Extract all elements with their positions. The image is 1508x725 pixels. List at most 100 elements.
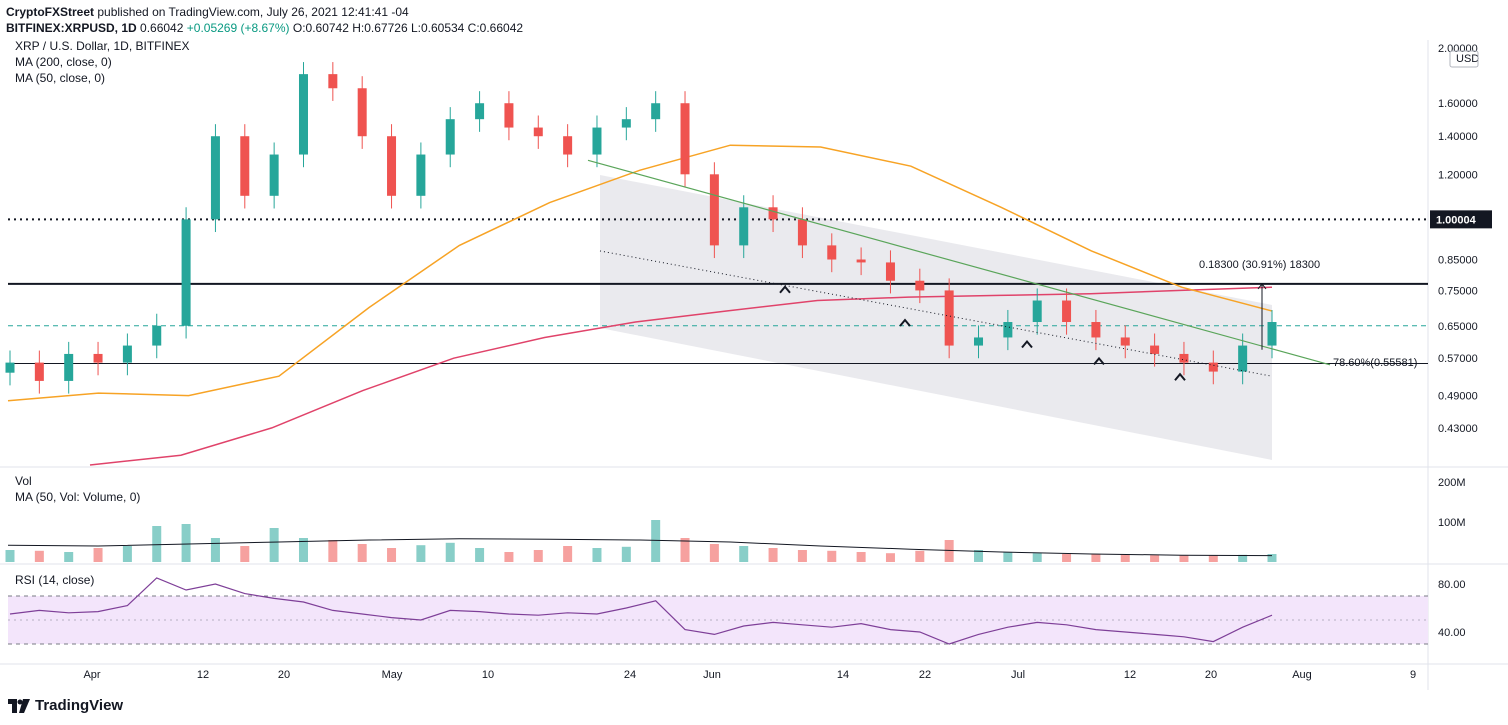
- candle-body: [445, 119, 455, 155]
- candle-body: [1238, 345, 1248, 372]
- candle-body: [856, 259, 866, 263]
- volume-bar: [445, 542, 455, 562]
- rsi-tick-label: 40.00: [1438, 627, 1466, 639]
- candle-body: [475, 103, 485, 120]
- volume-bar: [1032, 553, 1042, 562]
- chart-header: CryptoFXStreet published on TradingView.…: [6, 4, 523, 36]
- y-tick-label: 0.65000: [1438, 321, 1478, 333]
- caret-marker: [1093, 356, 1105, 366]
- candle-body: [709, 174, 719, 246]
- volume-bar: [328, 540, 338, 562]
- candle-body: [739, 207, 749, 246]
- candle-body: [974, 337, 984, 346]
- caret-marker: [899, 318, 911, 327]
- candle-body: [944, 290, 954, 346]
- symbol-label: BITFINEX:XRPUSD, 1D: [6, 21, 137, 35]
- candle-body: [1062, 300, 1072, 323]
- candle-body: [797, 219, 807, 246]
- volume-bar: [152, 526, 162, 562]
- candle-body: [915, 280, 925, 291]
- volume-bar: [592, 548, 602, 562]
- caret-marker: [1174, 372, 1186, 381]
- candle-body: [357, 88, 367, 137]
- candle-body: [93, 353, 103, 363]
- y-tick-label: 1.20000: [1438, 169, 1478, 181]
- x-tick-label: Jul: [1011, 669, 1025, 681]
- candle-body: [240, 136, 250, 196]
- candle-body: [152, 325, 162, 346]
- volume-bar: [504, 552, 514, 562]
- candle-body: [5, 362, 15, 373]
- candle-body: [328, 74, 338, 89]
- x-tick-label: 9: [1410, 669, 1416, 681]
- ma50-legend[interactable]: MA (50, close, 0): [15, 71, 106, 85]
- volume-bar: [269, 528, 279, 562]
- main-title: XRP / U.S. Dollar, 1D, BITFINEX: [15, 39, 190, 53]
- rsi-title[interactable]: RSI (14, close): [15, 573, 95, 587]
- tradingview-logo[interactable]: TradingView: [8, 697, 123, 714]
- volume-bar: [1003, 552, 1013, 562]
- volume-bar: [533, 550, 543, 562]
- volume-bar: [827, 550, 837, 562]
- volume-bar: [1267, 554, 1277, 562]
- volume-bar: [64, 552, 74, 562]
- candle-body: [1150, 345, 1160, 354]
- volume-bar: [944, 540, 954, 562]
- volume-bar: [93, 548, 103, 562]
- price-tag-label: 1.00004: [1436, 214, 1477, 226]
- candle-body: [768, 207, 778, 220]
- caret-marker: [1021, 339, 1033, 349]
- rsi-legend: RSI (14, close): [15, 572, 94, 588]
- rsi-line: [9, 577, 1273, 645]
- candle-body: [387, 136, 397, 196]
- candle-body: [1179, 353, 1189, 363]
- y-tick-label: 2.00000: [1438, 43, 1478, 55]
- rsi-pane[interactable]: [8, 577, 1428, 645]
- ma200-legend[interactable]: MA (200, close, 0): [15, 55, 112, 69]
- ohlc-values: O:0.60742 H:0.67726 L:0.60534 C:0.66042: [292, 21, 524, 35]
- candle-body: [504, 103, 514, 128]
- x-tick-label: 10: [482, 669, 494, 681]
- measure-arrow-head: [1257, 283, 1267, 290]
- volume-bar: [181, 524, 191, 562]
- author-name[interactable]: CryptoFXStreet: [6, 5, 95, 19]
- candle-body: [1091, 322, 1101, 338]
- candle-body: [181, 219, 191, 326]
- volume-bar: [240, 546, 250, 562]
- rsi-tick-label: 80.00: [1438, 579, 1466, 591]
- volume-bar: [34, 550, 44, 562]
- price-pane[interactable]: 0.18300 (30.91%) 18300 78.60%(0.55581): [5, 62, 1429, 466]
- volume-bar: [298, 538, 308, 562]
- caret-marker: [779, 285, 791, 294]
- vol-ma-legend[interactable]: MA (50, Vol: Volume, 0): [15, 490, 141, 504]
- volume-bar: [563, 546, 573, 562]
- x-tick-label: 20: [1205, 669, 1217, 681]
- candle-body: [210, 136, 220, 220]
- y-tick-label: 0.85000: [1438, 255, 1478, 267]
- quote-line: BITFINEX:XRPUSD, 1D 0.66042 +0.05269 (+8…: [6, 20, 523, 36]
- volume-bar: [210, 538, 220, 562]
- volume-bar: [680, 538, 690, 562]
- y-tick-label: 0.57000: [1438, 353, 1478, 365]
- candle-body: [885, 262, 895, 281]
- candle-body: [122, 345, 132, 363]
- x-tick-label: Jun: [703, 669, 721, 681]
- candle-body: [1120, 337, 1130, 346]
- price-change: +0.05269 (+8.67%): [186, 21, 290, 35]
- volume-bar: [1120, 554, 1130, 562]
- volume-bar: [797, 550, 807, 562]
- volume-pane[interactable]: [5, 520, 1277, 562]
- volume-bar: [1238, 554, 1248, 562]
- candle-body: [651, 103, 661, 120]
- candle-body: [298, 74, 308, 155]
- volume-bar: [621, 546, 631, 562]
- x-tick-label: 12: [197, 669, 209, 681]
- measure-label: 0.18300 (30.91%) 18300: [1199, 259, 1320, 271]
- volume-bar: [885, 553, 895, 562]
- main-legend: XRP / U.S. Dollar, 1D, BITFINEX MA (200,…: [15, 38, 190, 86]
- y-tick-label: 1.60000: [1438, 98, 1478, 110]
- ma50-line: [7, 144, 1273, 402]
- vol-title[interactable]: Vol: [15, 474, 32, 488]
- candle-body: [533, 127, 543, 137]
